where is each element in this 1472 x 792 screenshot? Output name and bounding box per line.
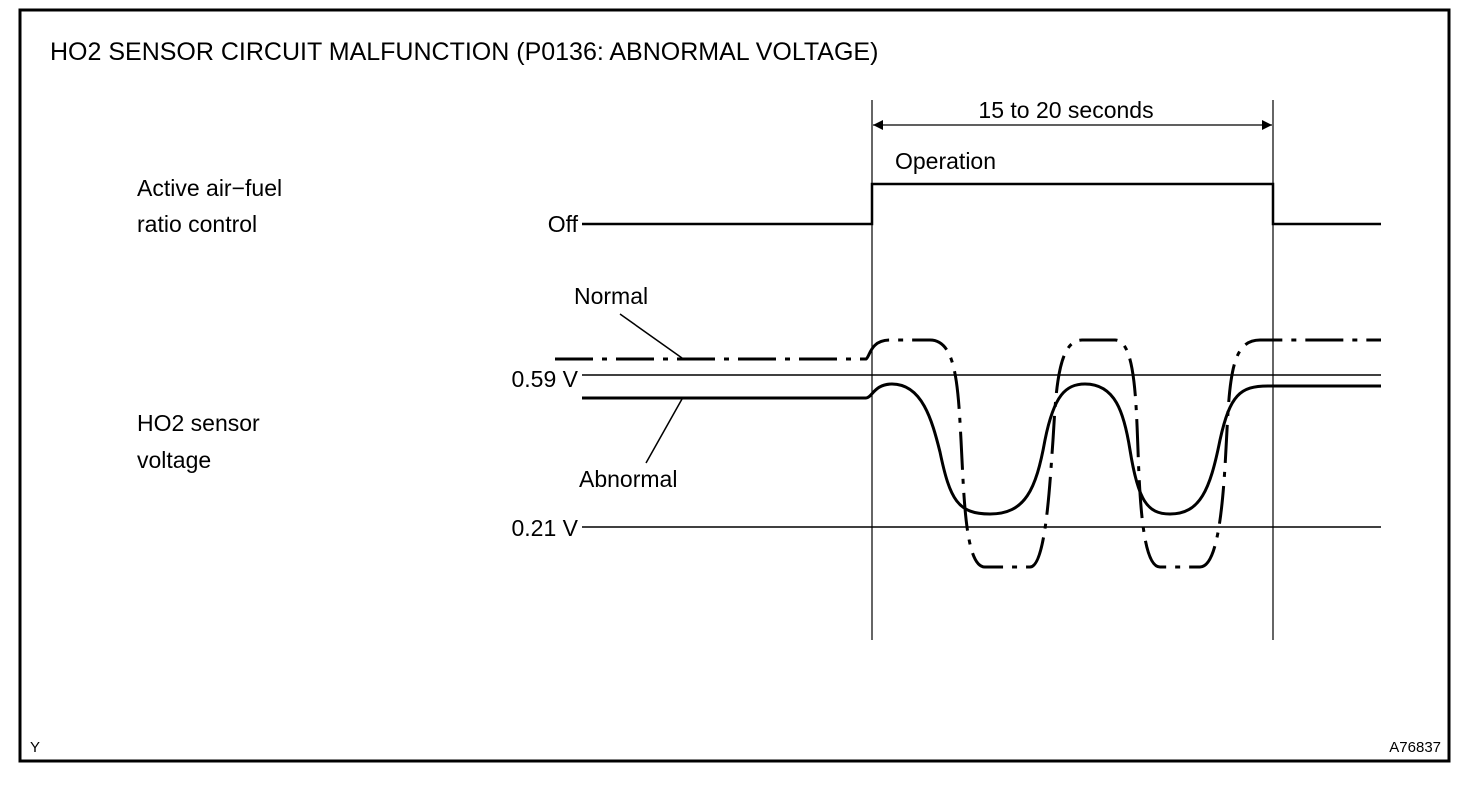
lower-threshold-label: 0.21 V xyxy=(512,515,579,541)
control-signal-label-line2: ratio control xyxy=(137,211,257,237)
control-signal-trace xyxy=(582,182,1381,226)
control-signal-label-line1: Active air−fuel xyxy=(137,175,282,201)
normal-trace xyxy=(555,338,1381,569)
off-label: Off xyxy=(548,211,579,237)
abnormal-trace xyxy=(582,382,1381,516)
figure-frame xyxy=(18,8,1451,763)
corner-code: Y xyxy=(30,739,40,756)
operation-label: Operation xyxy=(895,148,996,174)
upper-threshold-label: 0.59 V xyxy=(512,366,579,392)
abnormal-trace-label: Abnormal xyxy=(579,466,677,492)
figure-id: A76837 xyxy=(1389,739,1441,756)
sensor-signal-label-line2: voltage xyxy=(137,447,211,473)
sensor-signal-label-line1: HO2 sensor xyxy=(137,410,260,436)
normal-leader-line xyxy=(619,313,683,359)
abnormal-leader-line xyxy=(645,398,683,464)
diagram-title: HO2 SENSOR CIRCUIT MALFUNCTION (P0136: A… xyxy=(50,38,878,66)
duration-label: 15 to 20 seconds xyxy=(978,97,1153,123)
normal-trace-label: Normal xyxy=(574,283,648,309)
